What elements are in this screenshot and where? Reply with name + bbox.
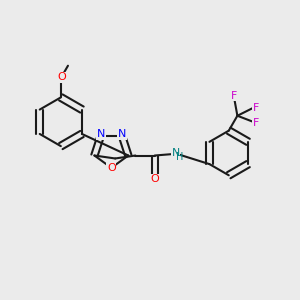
Text: N: N xyxy=(118,129,126,139)
Text: N: N xyxy=(171,148,180,158)
Text: O: O xyxy=(150,174,159,184)
Text: F: F xyxy=(253,118,259,128)
Text: F: F xyxy=(253,103,259,113)
Text: F: F xyxy=(231,91,238,100)
Text: O: O xyxy=(107,163,116,173)
Text: N: N xyxy=(97,129,105,139)
Text: O: O xyxy=(57,73,66,82)
Text: H: H xyxy=(176,152,183,162)
